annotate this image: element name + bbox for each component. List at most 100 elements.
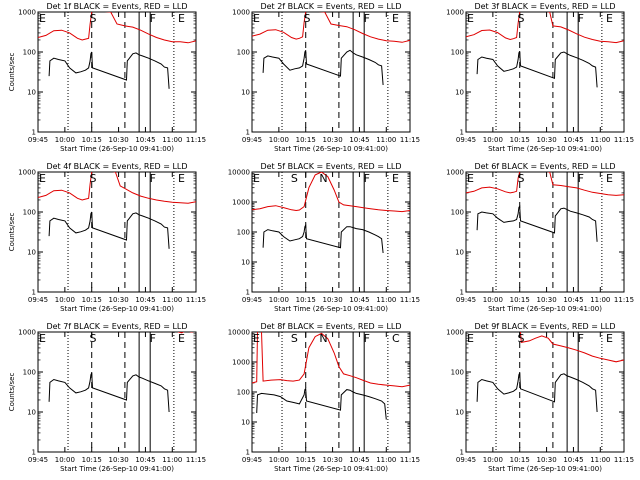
panel-title: Det 4f BLACK = Events, RED = LLD bbox=[46, 162, 187, 171]
x-tick-label: 10:30 bbox=[108, 296, 128, 304]
region-label: S bbox=[518, 12, 525, 25]
region-label: S bbox=[90, 12, 97, 25]
series-lld bbox=[466, 12, 624, 44]
x-tick-label: 11:15 bbox=[186, 456, 206, 464]
y-axis-label: Counts/sec bbox=[8, 373, 16, 412]
x-tick-label: 11:15 bbox=[186, 296, 206, 304]
x-tick-label: 10:45 bbox=[135, 136, 155, 144]
x-tick-label: 11:15 bbox=[400, 296, 420, 304]
y-tick-label: 1 bbox=[32, 129, 36, 137]
x-tick-label: 09:45 bbox=[242, 136, 262, 144]
panel-title: Det 8f BLACK = Events, RED = LLD bbox=[260, 322, 401, 331]
x-tick-label: 10:15 bbox=[296, 456, 316, 464]
x-axis-label: Start Time (26-Sep-10 09:41:00) bbox=[488, 305, 602, 313]
x-axis-label: Start Time (26-Sep-10 09:41:00) bbox=[274, 465, 388, 473]
x-tick-label: 11:00 bbox=[376, 296, 396, 304]
y-tick-label: 100 bbox=[23, 209, 36, 217]
plot-frame bbox=[251, 11, 411, 133]
plot-frame bbox=[465, 331, 625, 453]
region-label: E bbox=[253, 332, 260, 345]
y-tick-label: 1 bbox=[246, 289, 250, 297]
y-tick-label: 100 bbox=[237, 229, 250, 237]
x-tick-label: 09:45 bbox=[456, 296, 476, 304]
panel-det-1: Det 1f BLACK = Events, RED = LLD 1 10 100 10… bbox=[8, 2, 206, 153]
x-tick-label: 11:15 bbox=[614, 456, 634, 464]
region-label: F bbox=[150, 332, 156, 345]
region-label: E bbox=[606, 172, 613, 185]
region-label: E bbox=[467, 332, 474, 345]
region-label: F bbox=[150, 172, 156, 185]
plot-frame bbox=[37, 171, 197, 293]
y-tick-label: 10 bbox=[241, 259, 250, 267]
y-tick-label: 100 bbox=[237, 389, 250, 397]
x-tick-label: 10:15 bbox=[510, 296, 530, 304]
x-tick-label: 10:45 bbox=[563, 296, 583, 304]
y-tick-label: 10 bbox=[455, 89, 464, 97]
x-tick-label: 10:00 bbox=[55, 296, 75, 304]
plot-frame bbox=[251, 171, 411, 293]
region-label: S bbox=[518, 172, 525, 185]
series-lld bbox=[177, 332, 195, 334]
region-label: C bbox=[392, 332, 400, 345]
x-axis-label: Start Time (26-Sep-10 09:41:00) bbox=[488, 465, 602, 473]
plot-frame bbox=[251, 331, 411, 453]
x-tick-label: 10:45 bbox=[563, 136, 583, 144]
region-label: E bbox=[178, 12, 185, 25]
plot-frame bbox=[465, 11, 625, 133]
region-label: E bbox=[39, 332, 46, 345]
series-events bbox=[262, 49, 384, 86]
panel-title: Det 3f BLACK = Events, RED = LLD bbox=[474, 2, 615, 11]
y-axis-label: Counts/sec bbox=[8, 53, 16, 92]
series-events bbox=[476, 204, 598, 242]
x-axis-label: Start Time (26-Sep-10 09:41:00) bbox=[274, 145, 388, 153]
series-events bbox=[256, 387, 387, 420]
y-tick-label: 1000 bbox=[232, 9, 250, 17]
y-tick-label: 10 bbox=[455, 249, 464, 257]
x-tick-label: 11:00 bbox=[590, 136, 610, 144]
x-tick-label: 10:00 bbox=[483, 456, 503, 464]
region-label: E bbox=[467, 12, 474, 25]
region-label: S bbox=[90, 172, 97, 185]
y-tick-label: 1 bbox=[246, 129, 250, 137]
x-tick-label: 10:45 bbox=[349, 136, 369, 144]
y-tick-label: 1000 bbox=[232, 199, 250, 207]
x-tick-label: 09:45 bbox=[242, 296, 262, 304]
series-events bbox=[48, 211, 170, 249]
y-tick-label: 100 bbox=[451, 209, 464, 217]
y-tick-label: 1000 bbox=[446, 9, 464, 17]
panel-det-7: Det 7f BLACK = Events, RED = LLD 1 10 100 10… bbox=[8, 322, 206, 473]
y-tick-label: 10000 bbox=[228, 329, 250, 337]
x-tick-label: 10:00 bbox=[55, 456, 75, 464]
y-tick-label: 1000 bbox=[18, 9, 36, 17]
x-tick-label: 10:30 bbox=[322, 136, 342, 144]
x-tick-label: 10:00 bbox=[55, 136, 75, 144]
region-label: E bbox=[467, 172, 474, 185]
x-axis-label: Start Time (26-Sep-10 09:41:00) bbox=[60, 465, 174, 473]
series-lld bbox=[38, 172, 196, 204]
panel-det-6: Det 6f BLACK = Events, RED = LLD 1 10 100 10… bbox=[446, 162, 634, 313]
series-events bbox=[476, 372, 598, 413]
series-events bbox=[476, 50, 598, 88]
region-label: E bbox=[253, 12, 260, 25]
series-lld bbox=[252, 12, 410, 43]
series-lld bbox=[252, 332, 410, 388]
x-tick-label: 10:00 bbox=[269, 296, 289, 304]
panel-det-9: Det 9f BLACK = Events, RED = LLD 1 10 100 10… bbox=[446, 322, 634, 473]
x-tick-label: 10:45 bbox=[135, 456, 155, 464]
y-tick-label: 1 bbox=[246, 449, 250, 457]
x-tick-label: 10:45 bbox=[349, 456, 369, 464]
y-tick-label: 10 bbox=[455, 409, 464, 417]
y-tick-label: 1 bbox=[460, 449, 464, 457]
x-tick-label: 10:00 bbox=[483, 296, 503, 304]
region-label: E bbox=[392, 172, 399, 185]
y-tick-label: 1 bbox=[460, 129, 464, 137]
x-tick-label: 10:30 bbox=[536, 136, 556, 144]
region-label: E bbox=[253, 172, 260, 185]
y-tick-label: 10 bbox=[27, 89, 36, 97]
series-events bbox=[262, 223, 384, 254]
y-tick-label: 10 bbox=[27, 409, 36, 417]
region-label: E bbox=[39, 172, 46, 185]
panel-det-3: Det 3f BLACK = Events, RED = LLD 1 10 100 10… bbox=[446, 2, 634, 153]
x-tick-label: 11:00 bbox=[590, 296, 610, 304]
